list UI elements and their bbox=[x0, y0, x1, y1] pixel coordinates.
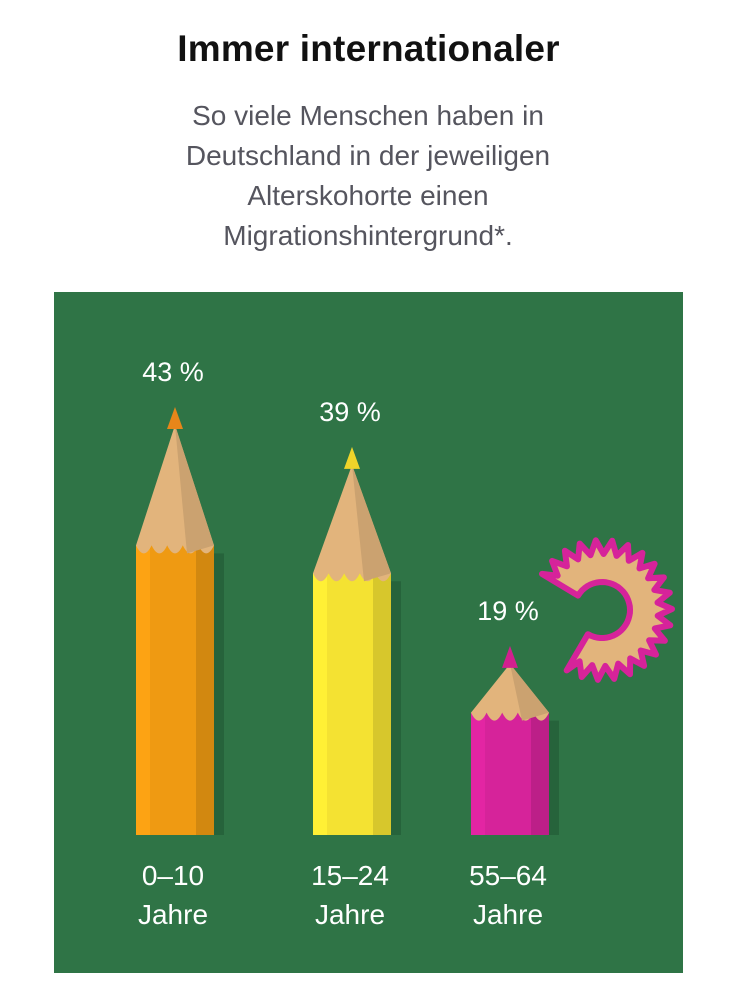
pencil-facet-left bbox=[136, 545, 150, 835]
pencil-facet-left bbox=[313, 573, 327, 835]
bar-value-label: 19 % bbox=[477, 596, 539, 626]
chart-title: Immer internationaler bbox=[177, 28, 560, 69]
category-label-line1: 0–10 bbox=[142, 860, 204, 891]
category-label-line2: Jahre bbox=[473, 899, 543, 930]
pencil-facet-right bbox=[196, 545, 214, 835]
pencil-shaving-illustration bbox=[539, 537, 675, 683]
category-label-line2: Jahre bbox=[315, 899, 385, 930]
pencil-wood-shade bbox=[352, 464, 391, 582]
pencil-bar-chart: 43 % 0–10 Jahre 39 % 15–24 Jahre 19 % 55–64 Jahr… bbox=[136, 357, 675, 930]
pencil-facet-left bbox=[471, 712, 485, 835]
pencil-lead-tip bbox=[344, 446, 360, 469]
category-label-line2: Jahre bbox=[138, 899, 208, 930]
pencil-facet-right bbox=[373, 573, 391, 835]
pencil-lead-tip bbox=[167, 407, 183, 429]
chart-board: 43 % 0–10 Jahre 39 % 15–24 Jahre 19 % 55–64 Jahr… bbox=[54, 292, 683, 973]
pencil-shaving bbox=[539, 537, 675, 683]
bar-value-label: 43 % bbox=[142, 357, 204, 387]
pencil-wood-shade bbox=[175, 425, 214, 554]
category-label-line1: 15–24 bbox=[311, 860, 389, 891]
pencil-wood-shade bbox=[510, 663, 549, 721]
bar-value-label: 39 % bbox=[319, 397, 381, 427]
pencil-facet-right bbox=[531, 712, 549, 835]
pencil-lead-tip bbox=[502, 645, 518, 668]
chart-subtitle: So viele Menschen haben in Deutschland i… bbox=[185, 100, 551, 251]
category-label-line1: 55–64 bbox=[469, 860, 547, 891]
